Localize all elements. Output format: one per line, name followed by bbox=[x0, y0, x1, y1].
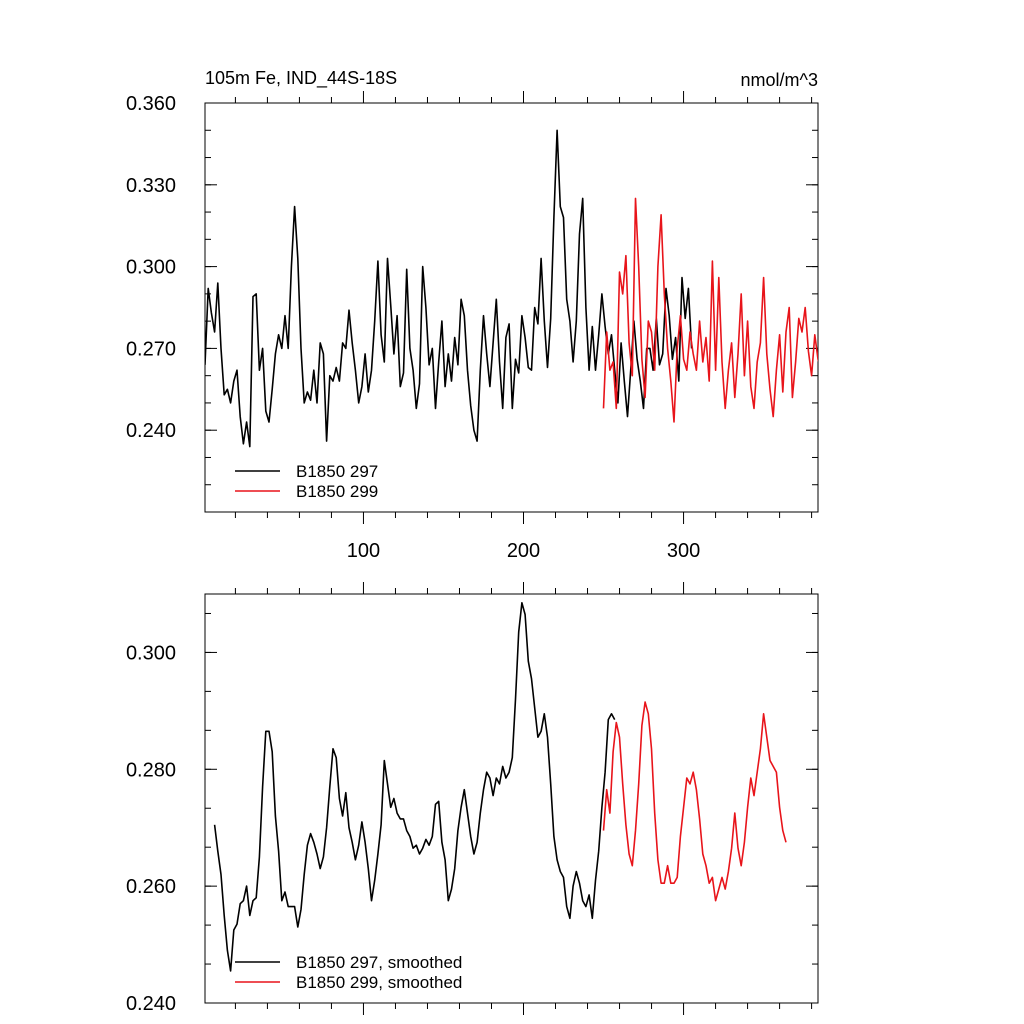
y-tick-label: 0.260 bbox=[126, 876, 176, 898]
x-tick-label: 300 bbox=[667, 540, 700, 562]
y-tick-label: 0.360 bbox=[126, 93, 176, 115]
top-legend: B1850 297 B1850 299 bbox=[235, 462, 378, 501]
legend-label-b1850-297: B1850 297 bbox=[296, 462, 378, 481]
x-tick-label: 100 bbox=[347, 540, 380, 562]
y-tick-label: 0.240 bbox=[126, 420, 176, 442]
series-line-b1850-299 bbox=[602, 197, 818, 423]
y-tick-label: 0.240 bbox=[126, 993, 176, 1015]
plot-frame bbox=[204, 593, 819, 1004]
y-tick-label: 0.280 bbox=[126, 759, 176, 781]
units-label: nmol/m^3 bbox=[741, 70, 818, 90]
y-tick-label: 0.330 bbox=[126, 175, 176, 197]
y-tick-label: 0.300 bbox=[126, 642, 176, 664]
legend-label-b1850-299-smoothed: B1850 299, smoothed bbox=[296, 973, 462, 992]
series-line-b1850-299-smoothed bbox=[602, 701, 787, 902]
y-tick-label: 0.270 bbox=[126, 338, 176, 360]
series-line-b1850-297-smoothed bbox=[213, 602, 616, 972]
bottom-legend: B1850 297, smoothed B1850 299, smoothed bbox=[235, 953, 462, 992]
series-line-b1850-297 bbox=[205, 129, 693, 448]
legend-label-b1850-297-smoothed: B1850 297, smoothed bbox=[296, 953, 462, 972]
y-tick-label: 0.300 bbox=[126, 257, 176, 279]
legend-label-b1850-299: B1850 299 bbox=[296, 482, 378, 501]
x-tick-label: 200 bbox=[507, 540, 540, 562]
chart-title: 105m Fe, IND_44S-18S bbox=[205, 68, 397, 89]
top-panel: 0.240 0.270 0.300 0.330 0.360 100 200 300 bbox=[126, 91, 819, 562]
plot-frame bbox=[204, 102, 819, 513]
bottom-panel: 0.240 0.260 0.280 0.300 bbox=[126, 582, 819, 1015]
